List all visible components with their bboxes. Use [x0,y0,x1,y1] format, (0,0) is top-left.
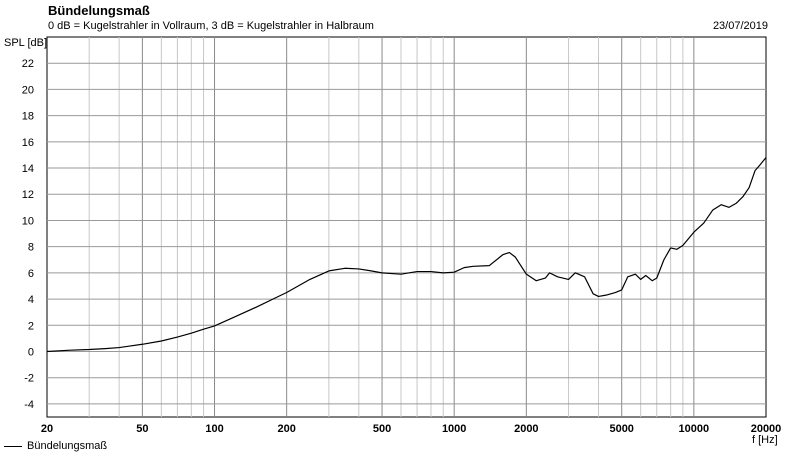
x-tick-label: 20000 [751,423,782,435]
chart-title: Bündelungsmaß [48,3,150,18]
x-tick-label: 10000 [679,423,710,435]
y-tick-label: -4 [24,399,34,411]
x-tick-label: 200 [277,423,295,435]
x-tick-label: 2000 [514,423,538,435]
series-line [46,157,767,353]
y-tick-label: 6 [28,268,34,280]
y-tick-label: -2 [24,373,34,385]
legend-line-swatch [4,445,22,447]
legend: Bündelungsmaß [4,440,107,452]
y-tick-label: 8 [28,242,34,254]
x-tick-label: 20 [41,423,53,435]
x-tick-label: 50 [136,423,148,435]
chart-date: 23/07/2019 [712,20,768,32]
y-tick-label: 2 [28,320,34,332]
x-tick-label: 1000 [442,423,466,435]
x-tick-label: 5000 [609,423,633,435]
x-axis-label: f [Hz] [752,434,778,446]
y-tick-label: 4 [28,294,34,306]
x-tick-label: 500 [373,423,391,435]
y-tick-label: 16 [22,137,34,149]
plot-area [46,36,767,418]
y-tick-label: 12 [22,189,34,201]
y-tick-label: 10 [22,215,34,227]
x-tick-label: 100 [205,423,223,435]
y-tick-label: 22 [22,58,34,70]
y-tick-label: 14 [22,163,34,175]
y-axis-label: SPL [dB] [4,37,48,49]
y-tick-label: 20 [22,84,34,96]
y-tick-label: 18 [22,111,34,123]
legend-label: Bündelungsmaß [27,440,108,452]
chart-subtitle: 0 dB = Kugelstrahler in Vollraum, 3 dB =… [48,20,374,32]
y-tick-label: 0 [28,346,34,358]
